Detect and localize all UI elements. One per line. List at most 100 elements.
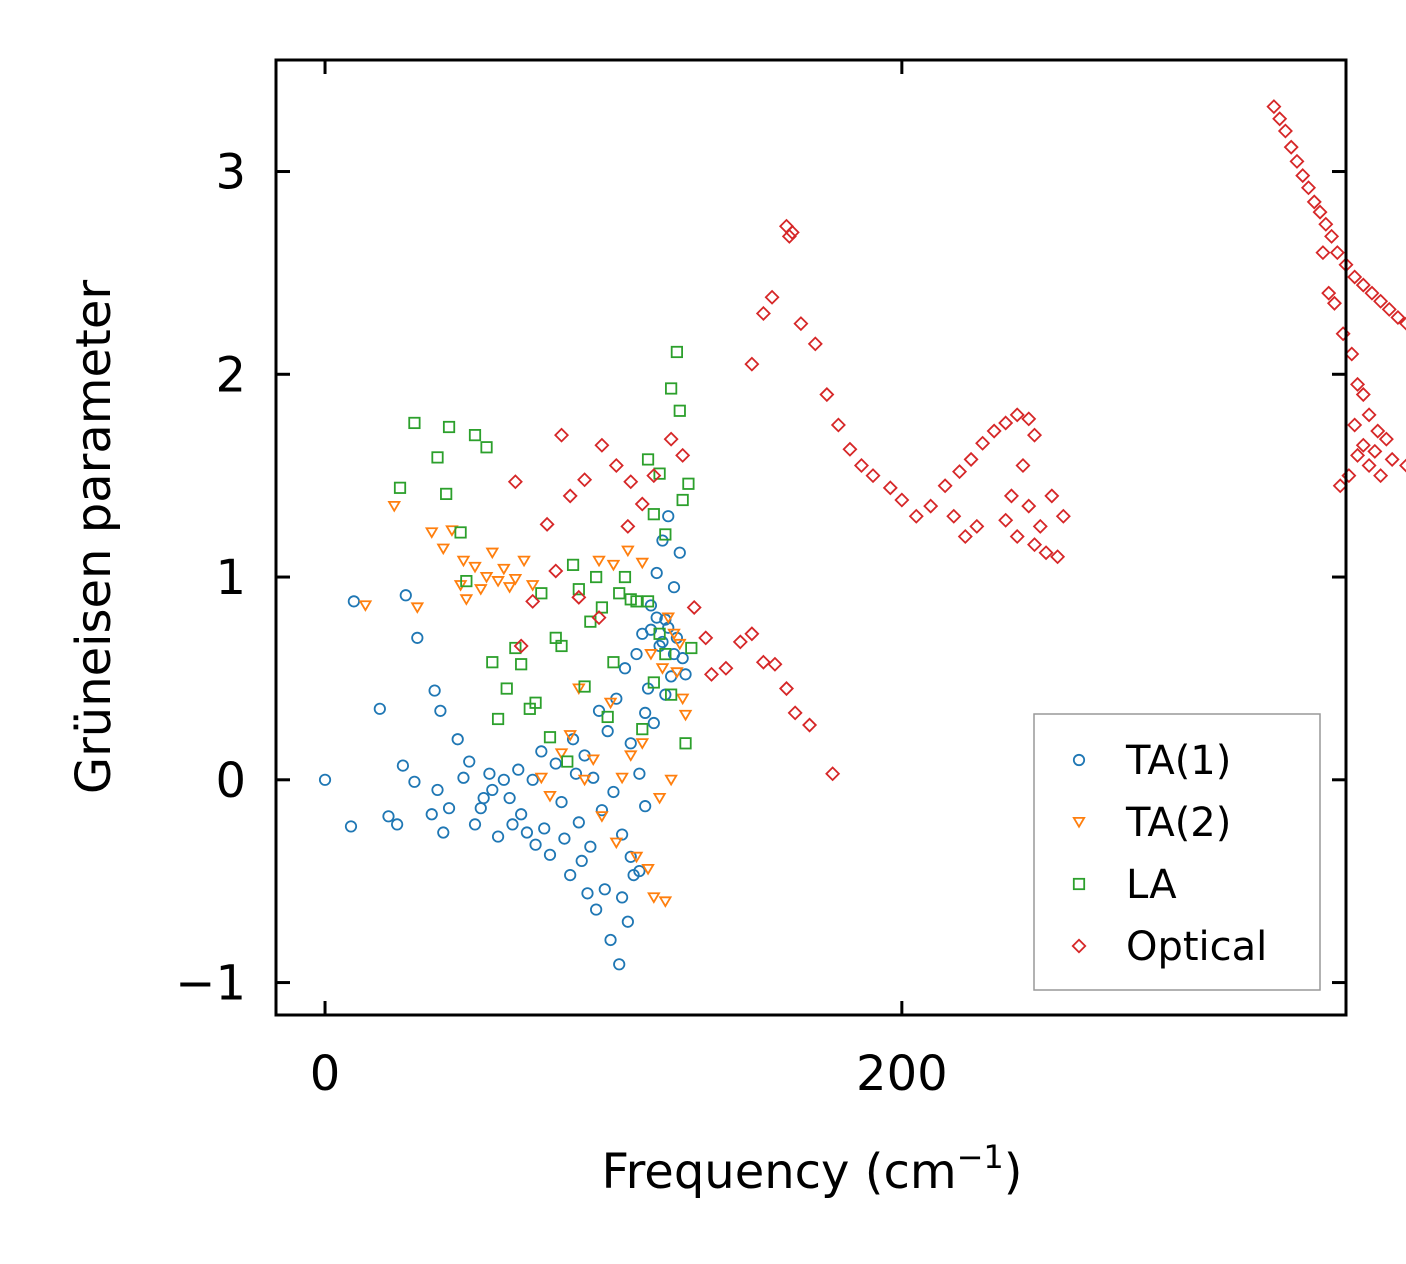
data-point bbox=[468, 429, 482, 442]
data-point bbox=[535, 745, 548, 758]
data-point bbox=[569, 767, 583, 780]
data-point bbox=[647, 676, 660, 689]
data-point bbox=[676, 493, 689, 507]
data-point bbox=[608, 458, 624, 474]
data-point bbox=[535, 587, 548, 600]
data-point bbox=[391, 818, 404, 831]
data-point bbox=[1361, 458, 1377, 474]
data-point bbox=[538, 822, 551, 835]
data-point bbox=[1384, 451, 1400, 467]
data-point bbox=[586, 754, 601, 766]
data-point bbox=[1009, 528, 1025, 544]
plot-area bbox=[318, 99, 1406, 971]
data-point bbox=[606, 559, 621, 572]
data-point bbox=[1367, 443, 1383, 459]
data-point bbox=[667, 628, 681, 641]
data-point bbox=[1027, 537, 1043, 553]
legend-label: Optical bbox=[1126, 924, 1267, 970]
series-optical bbox=[507, 99, 1406, 782]
data-point bbox=[595, 601, 609, 614]
data-point bbox=[1021, 411, 1037, 427]
data-point bbox=[1295, 168, 1311, 184]
data-point bbox=[1318, 216, 1334, 232]
x-axis-title: Frequency (cm−1) bbox=[601, 1138, 1022, 1200]
data-point bbox=[764, 289, 780, 305]
data-point bbox=[554, 748, 569, 760]
data-point bbox=[474, 802, 487, 815]
data-point bbox=[543, 848, 557, 861]
data-point bbox=[436, 543, 451, 556]
data-point bbox=[502, 582, 517, 594]
data-point bbox=[512, 763, 525, 776]
data-point bbox=[603, 697, 618, 710]
data-point bbox=[1021, 498, 1037, 514]
data-point bbox=[497, 563, 511, 576]
data-point bbox=[655, 663, 670, 675]
data-point bbox=[629, 851, 644, 864]
data-point bbox=[491, 712, 505, 726]
data-point bbox=[1355, 437, 1371, 453]
data-point bbox=[678, 709, 693, 722]
series-ta-2- bbox=[358, 501, 693, 908]
data-point bbox=[454, 526, 467, 539]
data-point bbox=[664, 774, 678, 787]
data-point bbox=[1312, 204, 1328, 220]
data-point bbox=[520, 826, 534, 839]
data-point bbox=[347, 595, 360, 608]
data-point bbox=[529, 696, 542, 709]
data-point bbox=[635, 738, 650, 750]
data-point bbox=[630, 647, 643, 661]
data-point bbox=[534, 772, 549, 785]
data-point bbox=[732, 634, 748, 650]
data-point bbox=[744, 356, 760, 372]
data-point bbox=[480, 441, 493, 454]
data-point bbox=[598, 883, 611, 896]
data-point bbox=[630, 595, 643, 608]
legend-label: TA(2) bbox=[1125, 800, 1231, 846]
data-point bbox=[486, 783, 499, 797]
y-tick-label: 0 bbox=[215, 753, 246, 809]
data-point bbox=[1272, 111, 1288, 127]
data-point bbox=[793, 316, 809, 332]
data-point bbox=[572, 816, 585, 829]
data-point bbox=[491, 830, 505, 843]
data-point bbox=[563, 730, 577, 742]
data-point bbox=[882, 480, 898, 496]
data-point bbox=[644, 599, 658, 612]
legend-marker bbox=[1071, 938, 1087, 954]
data-point bbox=[641, 863, 655, 876]
data-point bbox=[673, 638, 687, 651]
data-point bbox=[451, 733, 464, 746]
data-point bbox=[670, 667, 684, 679]
data-point bbox=[609, 837, 624, 850]
data-point bbox=[663, 431, 679, 447]
data-point bbox=[555, 796, 568, 809]
data-point bbox=[440, 487, 453, 501]
data-point bbox=[670, 345, 683, 359]
data-point bbox=[1355, 387, 1371, 403]
data-point bbox=[607, 656, 620, 669]
data-point bbox=[781, 228, 797, 244]
y-tick-label: 2 bbox=[215, 347, 246, 403]
data-point bbox=[659, 647, 672, 661]
data-point bbox=[665, 382, 678, 395]
data-point bbox=[1321, 285, 1337, 301]
data-point bbox=[656, 635, 669, 649]
data-point bbox=[1027, 427, 1043, 443]
data-point bbox=[675, 693, 690, 706]
y-tick-label: 1 bbox=[215, 550, 246, 606]
data-point bbox=[1055, 508, 1071, 524]
data-point bbox=[468, 561, 482, 574]
data-point bbox=[431, 451, 444, 464]
data-point bbox=[647, 716, 660, 730]
data-point bbox=[639, 800, 652, 813]
data-point bbox=[1332, 478, 1348, 494]
data-point bbox=[491, 576, 505, 588]
data-point bbox=[647, 508, 660, 521]
data-point bbox=[1344, 346, 1360, 362]
legend-item: Optical bbox=[1071, 924, 1267, 970]
data-point bbox=[590, 570, 603, 584]
data-point bbox=[486, 656, 499, 669]
data-point bbox=[442, 420, 456, 434]
